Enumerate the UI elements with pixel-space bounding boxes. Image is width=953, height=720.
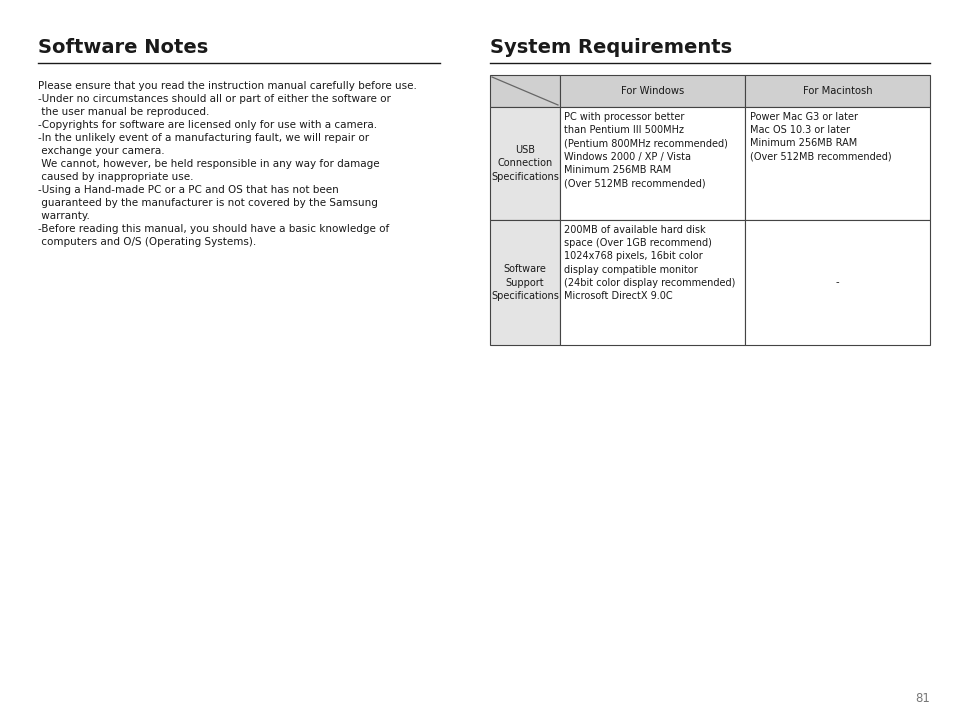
Text: -Before reading this manual, you should have a basic knowledge of: -Before reading this manual, you should … <box>38 224 389 234</box>
Text: USB
Connection
Specifications: USB Connection Specifications <box>491 145 558 181</box>
Text: computers and O/S (Operating Systems).: computers and O/S (Operating Systems). <box>38 237 256 247</box>
Text: -Under no circumstances should all or part of either the software or: -Under no circumstances should all or pa… <box>38 94 391 104</box>
Text: warranty.: warranty. <box>38 211 90 221</box>
Text: 200MB of available hard disk
space (Over 1GB recommend)
1024x768 pixels, 16bit c: 200MB of available hard disk space (Over… <box>563 225 735 301</box>
Text: -: - <box>835 277 839 287</box>
Text: Please ensure that you read the instruction manual carefully before use.: Please ensure that you read the instruct… <box>38 81 416 91</box>
Bar <box>559 75 744 107</box>
Bar <box>744 220 929 345</box>
Text: -Copyrights for software are licensed only for use with a camera.: -Copyrights for software are licensed on… <box>38 120 376 130</box>
Text: guaranteed by the manufacturer is not covered by the Samsung: guaranteed by the manufacturer is not co… <box>38 198 377 208</box>
Text: PC with processor better
than Pentium III 500MHz
(Pentium 800MHz recommended)
Wi: PC with processor better than Pentium II… <box>563 112 727 188</box>
Text: the user manual be reproduced.: the user manual be reproduced. <box>38 107 209 117</box>
Text: We cannot, however, be held responsible in any way for damage: We cannot, however, be held responsible … <box>38 159 379 169</box>
Bar <box>490 220 559 345</box>
Text: Power Mac G3 or later
Mac OS 10.3 or later
Minimum 256MB RAM
(Over 512MB recomme: Power Mac G3 or later Mac OS 10.3 or lat… <box>749 112 891 161</box>
Bar <box>490 75 559 107</box>
Text: 81: 81 <box>914 692 929 705</box>
Text: For Windows: For Windows <box>620 86 683 96</box>
Text: -Using a Hand-made PC or a PC and OS that has not been: -Using a Hand-made PC or a PC and OS tha… <box>38 185 338 195</box>
Text: caused by inappropriate use.: caused by inappropriate use. <box>38 172 193 182</box>
Text: exchange your camera.: exchange your camera. <box>38 146 165 156</box>
Text: Software
Support
Specifications: Software Support Specifications <box>491 264 558 301</box>
Bar <box>744 75 929 107</box>
Text: Software Notes: Software Notes <box>38 38 208 57</box>
Bar <box>559 220 744 345</box>
Bar <box>744 107 929 220</box>
Bar <box>559 107 744 220</box>
Text: For Macintosh: For Macintosh <box>801 86 871 96</box>
Text: System Requirements: System Requirements <box>490 38 731 57</box>
Bar <box>490 107 559 220</box>
Text: -In the unlikely event of a manufacturing fault, we will repair or: -In the unlikely event of a manufacturin… <box>38 133 369 143</box>
